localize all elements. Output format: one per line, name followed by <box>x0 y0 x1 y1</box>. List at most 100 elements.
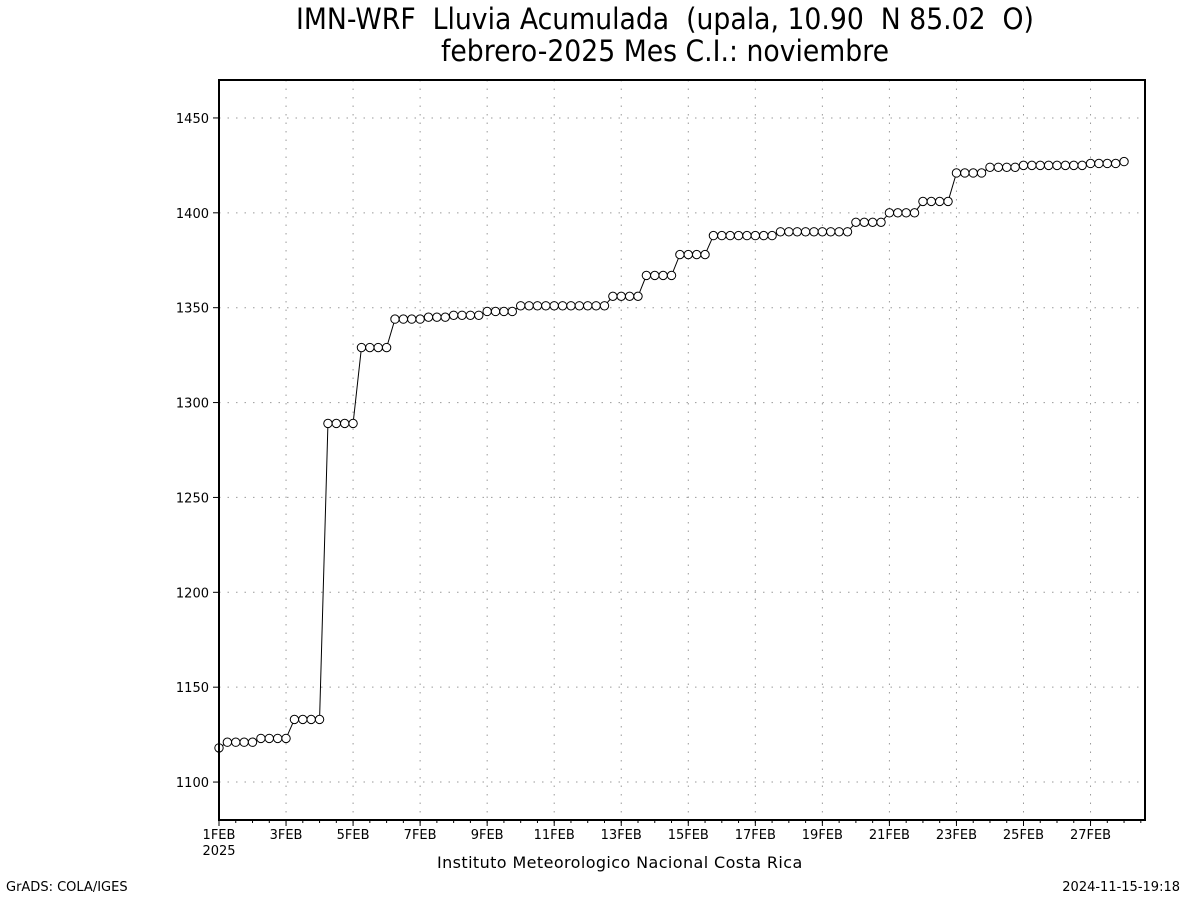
data-point <box>876 217 886 228</box>
data-point <box>1094 158 1104 169</box>
data-point <box>1010 162 1020 172</box>
data-point <box>289 714 300 725</box>
data-point <box>767 230 777 241</box>
data-point <box>574 301 585 311</box>
data-point <box>666 270 677 281</box>
data-point <box>1002 162 1012 172</box>
y-tick-label: 1400 <box>176 207 209 222</box>
data-point <box>851 217 861 228</box>
y-tick-label: 1250 <box>176 491 209 506</box>
grid-lines <box>219 80 1145 820</box>
data-point <box>432 312 442 322</box>
data-point <box>616 291 626 302</box>
data-point <box>691 249 702 260</box>
data-point <box>658 270 668 281</box>
data-point <box>842 227 853 237</box>
data-point <box>926 196 937 207</box>
data-point <box>381 342 392 353</box>
data-point <box>867 217 878 228</box>
data-point <box>423 312 434 322</box>
data-point <box>532 301 543 311</box>
data-point <box>675 249 685 260</box>
x-tick-label: 15FEB <box>668 828 709 843</box>
data-point <box>985 162 995 172</box>
data-point <box>298 714 308 725</box>
data-point <box>1018 160 1029 171</box>
data-point <box>591 301 601 311</box>
data-point <box>482 306 492 317</box>
x-tick-label: 9FEB <box>471 828 504 843</box>
y-tick-label: 1150 <box>176 681 209 696</box>
software-credit: GrADS: COLA/IGES <box>6 880 128 895</box>
data-point <box>231 737 241 747</box>
data-point <box>943 196 953 207</box>
x-tick-sublabel: 2025 <box>202 844 235 859</box>
x-tick-label: 5FEB <box>337 828 370 843</box>
data-point <box>1027 160 1037 171</box>
data-point <box>356 342 367 353</box>
data-point <box>918 196 928 207</box>
data-point <box>306 714 316 725</box>
y-axis: 1100 1150 1200 1250 1300 1350 1400 1450 <box>176 112 219 791</box>
data-point <box>340 418 350 429</box>
data-point <box>884 208 895 218</box>
data-point <box>499 306 509 317</box>
data-point <box>457 310 467 320</box>
series-line <box>218 161 1125 749</box>
data-point <box>951 168 962 178</box>
data-point <box>524 301 534 311</box>
data-point <box>792 227 802 237</box>
chart-title: IMN-WRF Lluvia Acumulada (upala, 10.90 N… <box>296 2 1034 36</box>
data-point <box>901 208 911 218</box>
data-point <box>608 291 618 302</box>
data-point <box>507 306 518 317</box>
data-point <box>490 306 501 317</box>
x-tick-label: 21FEB <box>869 828 910 843</box>
x-tick-label: 23FEB <box>936 828 977 843</box>
data-point <box>1043 160 1054 171</box>
data-point <box>1069 160 1079 171</box>
data-point <box>272 733 283 744</box>
data-point <box>968 168 978 178</box>
data-point <box>323 418 333 429</box>
data-point <box>390 314 400 324</box>
plot-frame <box>218 79 1146 821</box>
y-tick-label: 1300 <box>176 397 209 412</box>
data-point <box>1085 158 1096 169</box>
y-tick-label: 1450 <box>176 112 209 127</box>
data-point <box>750 230 761 241</box>
data-point <box>960 168 970 178</box>
series-rain-accumulated <box>214 156 1129 753</box>
data-point <box>1110 158 1121 169</box>
data-point <box>239 737 249 747</box>
data-point <box>549 301 559 311</box>
data-point <box>515 301 526 311</box>
data-point <box>708 230 719 241</box>
x-tick-label: 11FEB <box>534 828 575 843</box>
data-point <box>566 301 576 311</box>
x-tick-label: 13FEB <box>601 828 642 843</box>
x-tick-label: 1FEB <box>203 828 236 843</box>
data-point <box>809 227 819 237</box>
data-point <box>742 230 752 241</box>
data-point <box>909 208 920 218</box>
data-point <box>650 270 660 281</box>
data-point <box>817 227 828 237</box>
data-point <box>624 291 635 302</box>
data-point <box>1119 156 1129 167</box>
data-point <box>859 217 869 228</box>
generation-timestamp: 2024-11-15-19:18 <box>1062 880 1180 895</box>
data-point <box>1052 160 1062 171</box>
chart-subtitle: febrero-2025 Mes C.I.: noviembre <box>440 34 890 68</box>
data-point <box>583 301 593 311</box>
data-point <box>373 342 383 353</box>
data-point <box>557 301 568 311</box>
data-point <box>993 162 1004 172</box>
y-tick-label: 1350 <box>176 302 209 317</box>
x-tick-label: 19FEB <box>802 828 843 843</box>
data-point <box>725 230 735 241</box>
data-point <box>440 312 450 322</box>
data-point <box>733 230 744 241</box>
